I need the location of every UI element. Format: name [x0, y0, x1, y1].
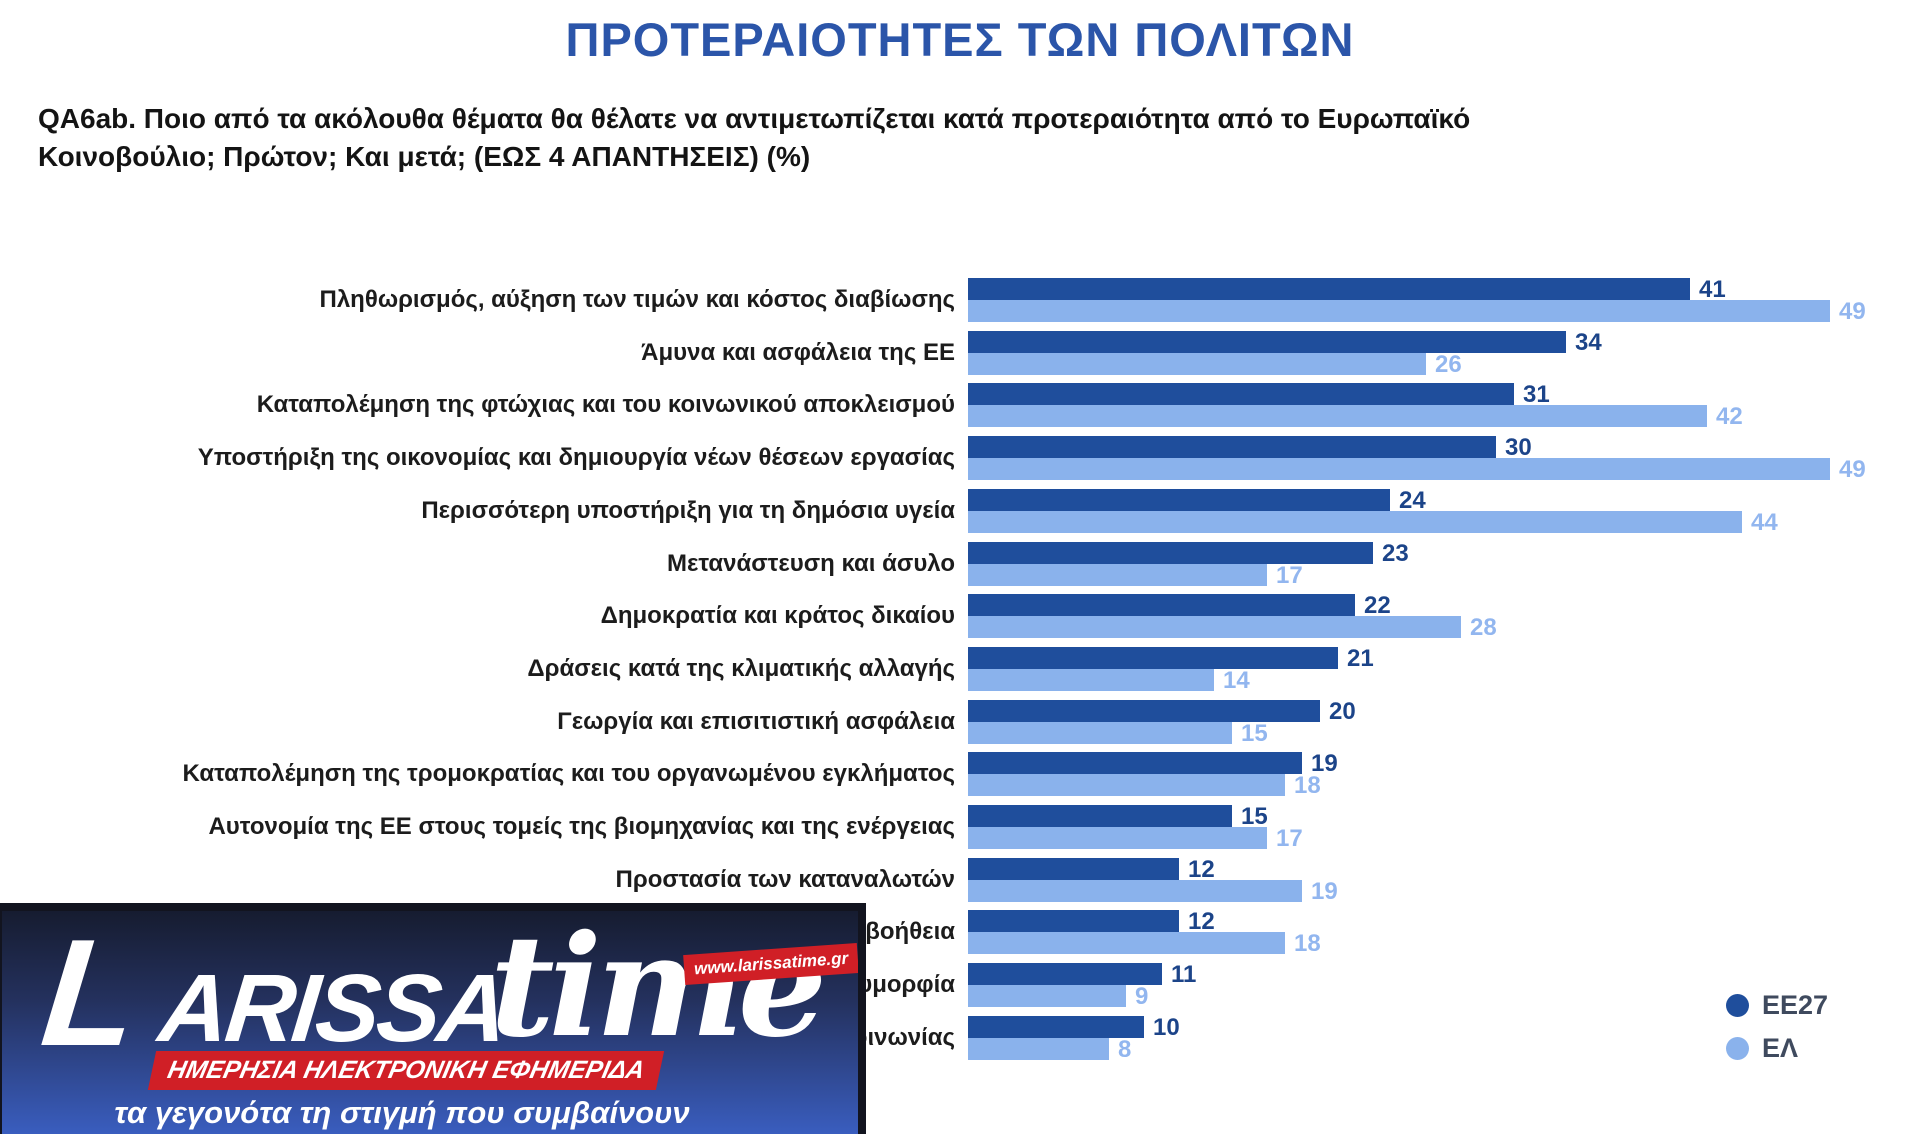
bar-ee27	[968, 383, 1514, 405]
bar-el	[968, 564, 1267, 586]
bar-ee27	[968, 700, 1320, 722]
value-label-ee27: 12	[1188, 856, 1215, 883]
value-label-el: 18	[1294, 930, 1321, 957]
bar-ee27	[968, 752, 1302, 774]
value-label-ee27: 41	[1699, 276, 1726, 303]
value-label-ee27: 15	[1241, 803, 1268, 830]
logo-newspaper-banner: ΗΜΕΡΗΣΙΑ ΗΛΕΚΤΡΟΝΙΚΗ ΕΦΗΜΕΡΙΔΑ	[147, 1051, 665, 1090]
value-label-ee27: 34	[1575, 329, 1602, 356]
value-label-el: 15	[1241, 720, 1268, 747]
value-label-ee27: 11	[1171, 961, 1197, 988]
bar-ee27	[968, 594, 1355, 616]
value-label-ee27: 10	[1153, 1014, 1180, 1041]
bar-ee27	[968, 436, 1496, 458]
category-label: Μετανάστευση και άσυλο	[666, 550, 955, 577]
legend-dot-el	[1726, 1037, 1749, 1060]
legend-dot-ee27	[1726, 994, 1749, 1017]
bar-ee27	[968, 805, 1232, 827]
bar-el	[968, 1038, 1109, 1060]
value-label-el: 49	[1839, 456, 1866, 483]
value-label-el: 28	[1470, 614, 1497, 641]
logo-brand-text: ARISSA	[154, 955, 511, 1062]
value-label-el: 17	[1276, 825, 1303, 852]
question-subtitle-line-2: Κοινοβούλιο; Πρώτον; Και μετά; (ΕΩΣ 4 ΑΠ…	[38, 141, 811, 172]
bar-el	[968, 880, 1302, 902]
bar-el	[968, 458, 1830, 480]
value-label-ee27: 20	[1329, 698, 1356, 725]
bar-ee27	[968, 963, 1162, 985]
bar-el	[968, 616, 1461, 638]
value-label-el: 8	[1118, 1036, 1132, 1063]
category-label: Πληθωρισμός, αύξηση των τιμών και κόστος…	[319, 286, 956, 313]
legend-label-el: ΕΛ	[1762, 1033, 1799, 1063]
value-label-el: 42	[1716, 403, 1743, 430]
category-label: Δράσεις κατά της κλιματικής αλλαγής	[527, 655, 955, 682]
bar-ee27	[968, 278, 1690, 300]
question-subtitle-line-1: QA6ab. Ποιο από τα ακόλουθα θέματα θα θέ…	[38, 103, 1471, 134]
value-label-el: 49	[1839, 298, 1866, 325]
value-label-ee27: 31	[1523, 381, 1550, 408]
bar-ee27	[968, 910, 1179, 932]
bar-el	[968, 300, 1830, 322]
category-label: Καταπολέμηση της τρομοκρατίας και του ορ…	[182, 760, 955, 787]
larissatime-watermark-logo: L ARISSA time www.larissatime.gr ΗΜΕΡΗΣΙ…	[0, 903, 866, 1134]
value-label-el: 9	[1135, 983, 1149, 1010]
category-label: Υποστήριξη της οικονομίας και δημιουργία…	[197, 444, 955, 471]
category-label: Περισσότερη υποστήριξη για τη δημόσια υγ…	[421, 497, 955, 524]
bar-el	[968, 827, 1267, 849]
category-label: Καταπολέμηση της φτώχιας και του κοινωνι…	[256, 391, 955, 418]
bar-el	[968, 985, 1126, 1007]
bar-el	[968, 932, 1285, 954]
value-label-el: 17	[1276, 562, 1303, 589]
value-label-ee27: 22	[1364, 592, 1391, 619]
value-label-ee27: 12	[1188, 908, 1215, 935]
value-label-el: 14	[1223, 667, 1250, 694]
category-label: Δημοκρατία και κράτος δικαίου	[600, 602, 955, 629]
bar-ee27	[968, 647, 1338, 669]
bar-ee27	[968, 1016, 1144, 1038]
value-label-ee27: 23	[1382, 540, 1409, 567]
question-subtitle: QA6ab. Ποιο από τα ακόλουθα θέματα θα θέ…	[38, 100, 1598, 176]
bar-el	[968, 405, 1707, 427]
bar-el	[968, 353, 1426, 375]
value-label-el: 18	[1294, 772, 1321, 799]
bar-el	[968, 511, 1742, 533]
legend-label-ee27: EE27	[1762, 990, 1829, 1020]
category-label: Αυτονομία της ΕΕ στους τομείς της βιομηχ…	[208, 813, 955, 840]
value-label-ee27: 24	[1399, 487, 1426, 514]
category-label: Προστασία των καταναλωτών	[615, 866, 955, 893]
value-label-ee27: 19	[1311, 750, 1338, 777]
page-title: ΠΡΟΤΕΡΑΙΟΤΗΤΕΣ ΤΩΝ ΠΟΛΙΤΩΝ	[565, 13, 1355, 66]
category-label: Άμυνα και ασφάλεια της ΕΕ	[641, 339, 955, 366]
bar-el	[968, 669, 1214, 691]
bar-ee27	[968, 331, 1566, 353]
bar-el	[968, 774, 1285, 796]
bar-ee27	[968, 489, 1390, 511]
bar-el	[968, 722, 1232, 744]
bar-ee27	[968, 858, 1179, 880]
value-label-el: 26	[1435, 351, 1462, 378]
logo-letter-l: L	[35, 908, 146, 1078]
logo-slogan: τα γεγονότα τη στιγμή που συμβαίνουν	[114, 1095, 690, 1130]
value-label-ee27: 21	[1347, 645, 1374, 672]
value-label-el: 19	[1311, 878, 1338, 905]
logo-time-text: time	[490, 905, 827, 1069]
value-label-el: 44	[1751, 509, 1778, 536]
value-label-ee27: 30	[1505, 434, 1532, 461]
category-label: Γεωργία και επισιτιστική ασφάλεια	[557, 708, 955, 735]
bar-ee27	[968, 542, 1373, 564]
